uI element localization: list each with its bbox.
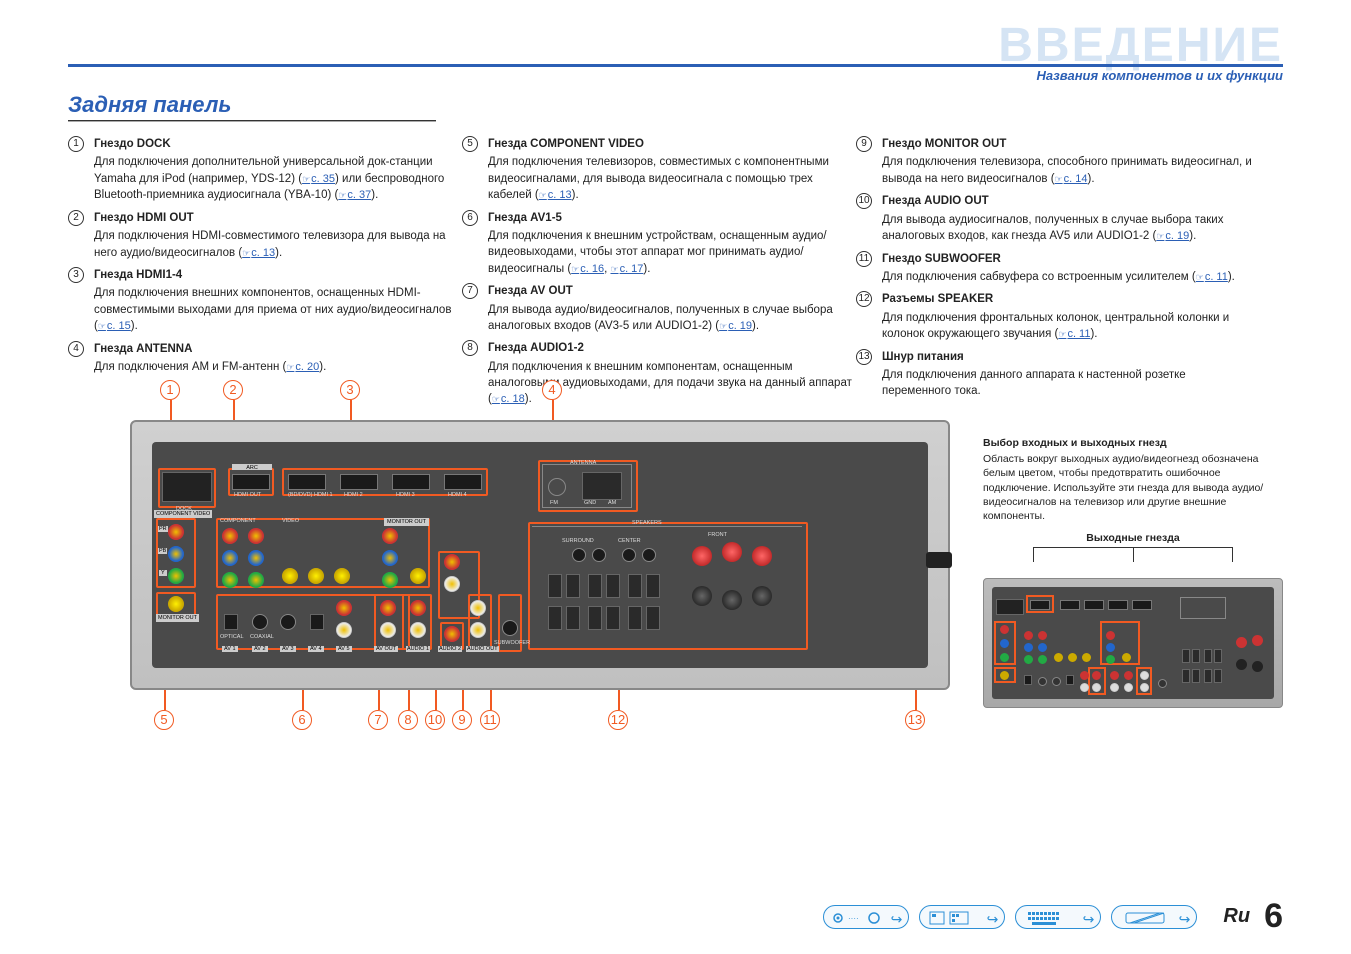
page-ref-link[interactable]: с. 11: [1058, 328, 1090, 340]
item-title: Гнезда AV OUT: [488, 283, 858, 299]
item-12: 12Разъемы SPEAKERДля подключения фронтал…: [882, 291, 1252, 342]
item-desc: Для подключения телевизоров, совместимых…: [488, 154, 858, 203]
callout-6: 6: [292, 710, 312, 730]
page-ref-link[interactable]: с. 17: [610, 263, 643, 275]
item-title: Гнездо MONITOR OUT: [882, 136, 1252, 152]
item-number-circle: 6: [462, 210, 478, 226]
item-title: Гнезда AV1-5: [488, 210, 858, 226]
page-ref-link[interactable]: с. 13: [242, 247, 275, 259]
callout-11: 11: [480, 710, 500, 730]
item-desc: Для подключения к внешним устройствам, о…: [488, 228, 858, 277]
item-desc: Для подключения AM и FM-антенн (с. 20).: [94, 359, 326, 376]
item-title: Гнезда AUDIO OUT: [882, 193, 1252, 209]
power-cord: [926, 552, 952, 568]
section-rule: [68, 120, 436, 122]
svg-text:····: ····: [848, 914, 859, 923]
page-ref-link[interactable]: с. 37: [338, 189, 371, 201]
page-ref-link[interactable]: с. 19: [1156, 230, 1189, 242]
callout-5: 5: [154, 710, 174, 730]
item-desc: Для подключения дополнительной универсал…: [94, 154, 464, 204]
callout-2: 2: [223, 380, 243, 400]
side-note: Выбор входных и выходных гнезд Область в…: [983, 436, 1283, 708]
side-note-body: Область вокруг выходных аудио/видеогнезд…: [983, 452, 1283, 523]
description-columns: 1 Гнездо DOCK Для подключения дополнительн…: [94, 136, 1252, 414]
item-11: 11Гнездо SUBWOOFERДля подключения сабвуф…: [882, 251, 1252, 286]
header-rule: [68, 64, 1283, 67]
callout-13: 13: [905, 710, 925, 730]
callout-3: 3: [340, 380, 360, 400]
item-4: 4Гнезда ANTENNAДля подключения AM и FM-а…: [94, 341, 464, 376]
item-number-circle: 12: [856, 291, 872, 307]
item-5: 5Гнезда COMPONENT VIDEOДля подключения т…: [488, 136, 858, 204]
hdmi-out-jack: [232, 474, 270, 490]
page-ref-link[interactable]: с. 14: [1055, 173, 1088, 185]
item-desc: Для вывода аудио/видеосигналов, полученн…: [488, 302, 858, 335]
page-ref-link[interactable]: с. 35: [302, 173, 335, 185]
page-ref-link[interactable]: с. 19: [719, 320, 752, 332]
side-note-label: Выходные гнезда: [983, 531, 1283, 545]
item-desc: Для подключения внешних компонентов, осн…: [94, 285, 464, 334]
item-title: Гнезда ANTENNA: [94, 341, 326, 357]
nav-chip-3[interactable]: ↪: [1015, 905, 1101, 929]
item-desc: Для подключения телевизора, способного п…: [882, 154, 1252, 187]
item-7: 7Гнезда AV OUTДля вывода аудио/видеосигн…: [488, 283, 858, 334]
item-title: Гнездо DOCK: [94, 136, 464, 152]
callout-1: 1: [160, 380, 180, 400]
item-6: 6Гнезда AV1-5Для подключения к внешним у…: [488, 210, 858, 278]
item-desc: Для вывода аудиосигналов, полученных в с…: [882, 212, 1252, 245]
side-note-title: Выбор входных и выходных гнезд: [983, 436, 1283, 450]
rear-panel-diagram: 1234 DOCK ARC HDMI OUT: [130, 380, 950, 730]
footer: ···· ↪ ↪ ↪ ↪ Ru 6: [823, 897, 1283, 936]
dock-jack: [162, 472, 212, 502]
page-ref-link[interactable]: с. 15: [98, 320, 131, 332]
nav-chip-4[interactable]: ↪: [1111, 905, 1197, 929]
item-title: Гнезда COMPONENT VIDEO: [488, 136, 858, 152]
callout-7: 7: [368, 710, 388, 730]
item-desc: Для подключения сабвуфера со встроенным …: [882, 269, 1235, 286]
item-1: 1Гнездо DOCKДля подключения дополнительн…: [94, 136, 464, 204]
callout-12: 12: [608, 710, 628, 730]
item-title: Разъемы SPEAKER: [882, 291, 1252, 307]
page-number: 6: [1264, 897, 1283, 936]
section-title: Задняя панель: [68, 92, 232, 118]
callout-8: 8: [398, 710, 418, 730]
item-number-circle: 4: [68, 341, 84, 357]
nav-chip-2[interactable]: ↪: [919, 905, 1005, 929]
item-number-circle: 2: [68, 210, 84, 226]
item-desc: Для подключения HDMI-совместимого телеви…: [94, 228, 464, 261]
item-title: Шнур питания: [882, 349, 1252, 365]
item-number-circle: 13: [856, 349, 872, 365]
item-9: 9Гнездо MONITOR OUTДля подключения телев…: [882, 136, 1252, 187]
item-title: Гнездо HDMI OUT: [94, 210, 464, 226]
item-title: Гнезда AUDIO1-2: [488, 340, 858, 356]
item-number-circle: 9: [856, 136, 872, 152]
item-number-circle: 11: [856, 251, 872, 267]
item-number-circle: 10: [856, 193, 872, 209]
item-title: Гнезда HDMI1-4: [94, 267, 464, 283]
page-lang: Ru: [1223, 905, 1250, 928]
page-ref-link[interactable]: с. 13: [539, 189, 572, 201]
item-number-circle: 5: [462, 136, 478, 152]
item-desc: Для подключения фронтальных колонок, цен…: [882, 310, 1252, 343]
callout-4: 4: [542, 380, 562, 400]
item-title: Гнездо SUBWOOFER: [882, 251, 1235, 267]
item-3: 3Гнезда HDMI1-4Для подключения внешних к…: [94, 267, 464, 335]
item-2: 2Гнездо HDMI OUTДля подключения HDMI-сов…: [94, 210, 464, 261]
page-ref-link[interactable]: с. 20: [286, 361, 319, 373]
callout-9: 9: [452, 710, 472, 730]
page-ref-link[interactable]: с. 16: [571, 263, 604, 275]
item-10: 10Гнезда AUDIO OUTДля вывода аудиосигнал…: [882, 193, 1252, 244]
mini-panel: [983, 578, 1283, 708]
subtitle: Названия компонентов и их функции: [1037, 68, 1283, 83]
item-number-circle: 1: [68, 136, 84, 152]
page-ref-link[interactable]: с. 11: [1196, 271, 1228, 283]
rear-panel-body: DOCK ARC HDMI OUT (BD/DVD) HDMI 1 HDMI 2…: [130, 420, 950, 690]
item-number-circle: 7: [462, 283, 478, 299]
nav-chip-1[interactable]: ···· ↪: [823, 905, 909, 929]
callout-10: 10: [425, 710, 445, 730]
item-number-circle: 3: [68, 267, 84, 283]
item-number-circle: 8: [462, 340, 478, 356]
